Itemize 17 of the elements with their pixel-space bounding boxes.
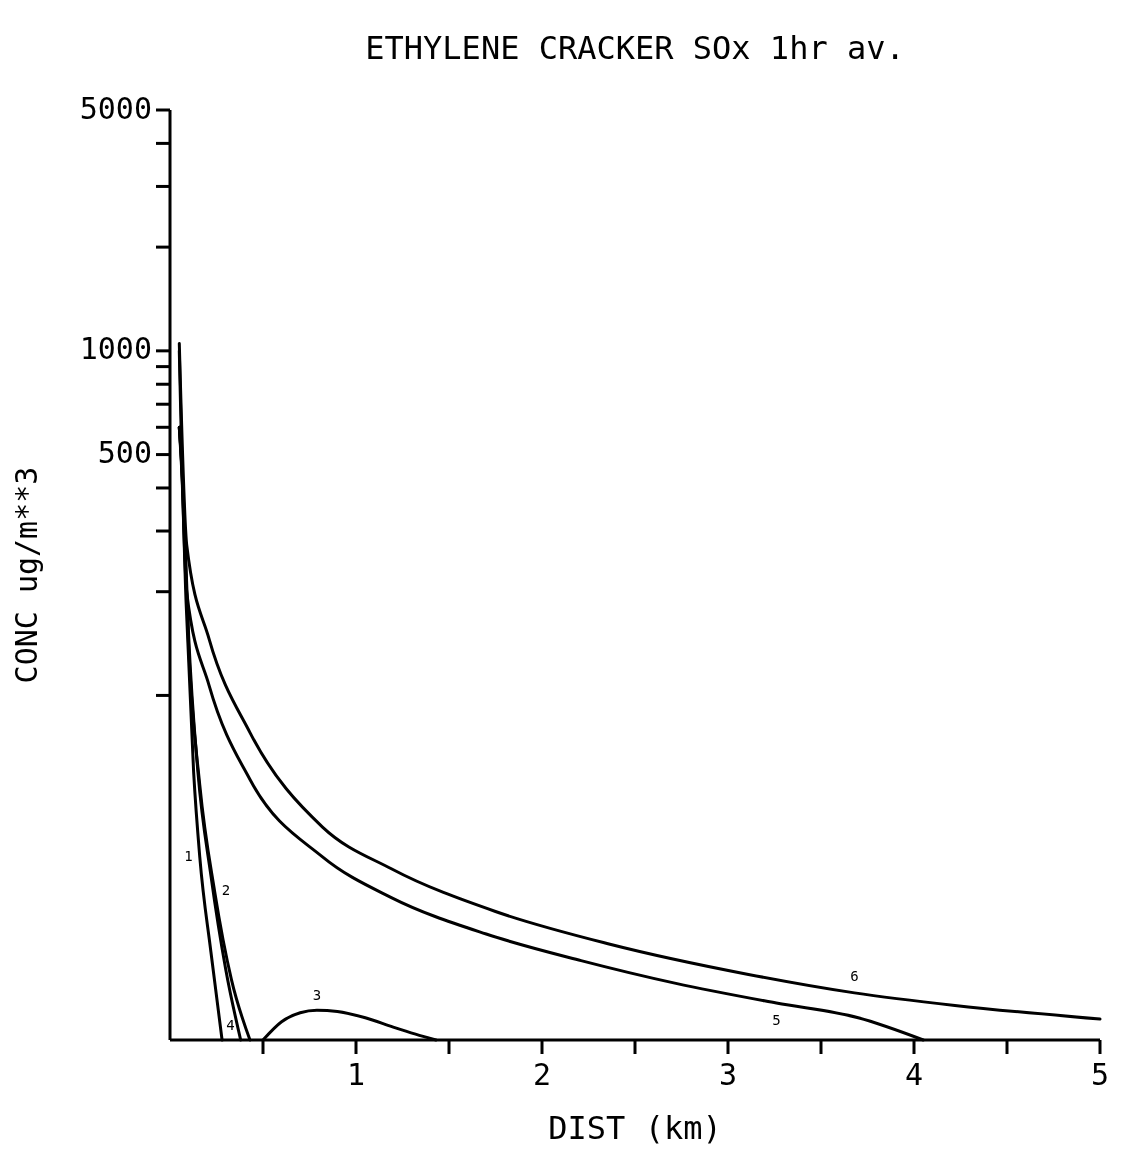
y-tick-label: 1000 bbox=[79, 331, 152, 367]
x-tick-label: 4 bbox=[904, 1056, 924, 1092]
series-label: 2 bbox=[221, 882, 231, 899]
series-label: 6 bbox=[850, 967, 859, 984]
series-label: 1 bbox=[184, 847, 193, 864]
y-tick-label: 500 bbox=[97, 435, 152, 471]
x-tick-label: 5 bbox=[1090, 1056, 1110, 1092]
series-label: 5 bbox=[772, 1012, 781, 1029]
y-tick-label: 5000 bbox=[79, 90, 152, 126]
chart-title: ETHYLENE CRACKER SOx 1hr av. bbox=[365, 29, 905, 67]
x-tick-label: 3 bbox=[718, 1056, 738, 1092]
x-tick-label: 1 bbox=[346, 1056, 366, 1092]
y-axis-title: CONC ug/m**3 bbox=[8, 466, 44, 684]
series-label: 4 bbox=[226, 1017, 235, 1033]
x-tick-label: 2 bbox=[532, 1056, 552, 1092]
series-label: 3 bbox=[312, 987, 322, 1004]
x-axis-title: DIST (km) bbox=[548, 1109, 722, 1147]
